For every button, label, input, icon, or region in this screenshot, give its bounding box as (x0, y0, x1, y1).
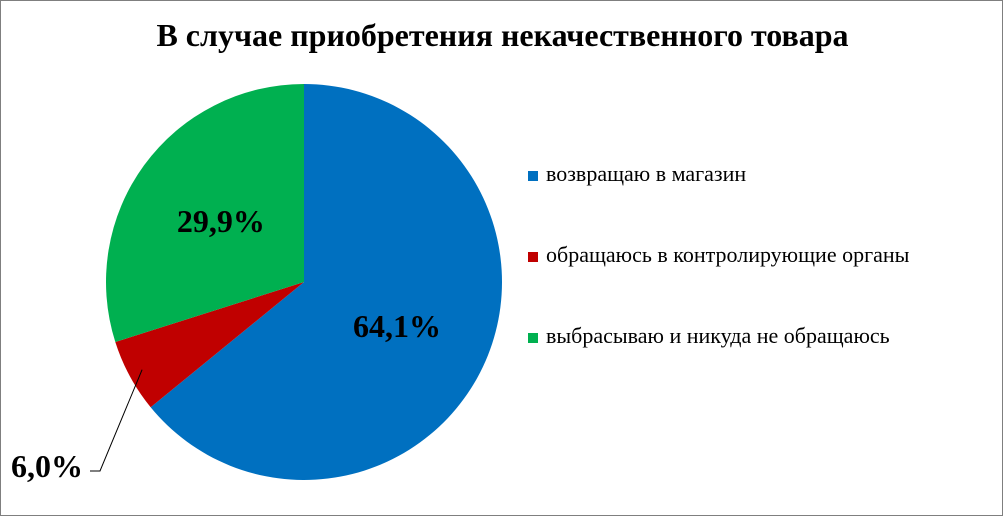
pie-slice (106, 84, 304, 343)
slice-data-label: 29,9% (177, 203, 265, 239)
pie-slice (150, 84, 503, 481)
legend-swatch-green (528, 333, 538, 343)
legend-swatch-blue (528, 171, 538, 181)
slice-data-label: 64,1% (353, 308, 441, 344)
legend-swatch-red (528, 252, 538, 262)
slice-data-label: 6,0% (11, 448, 83, 484)
legend-label: выбрасываю и никуда не обращаюсь (546, 323, 890, 348)
pie-slice (115, 282, 304, 408)
legend-item: возвращаю в магазин (528, 161, 998, 187)
legend-label: обращаюсь в контролирующие органы (546, 242, 910, 267)
legend-item: обращаюсь в контролирующие органы (528, 242, 998, 268)
legend: возвращаю в магазин обращаюсь в контроли… (528, 161, 998, 404)
leader-line (90, 369, 143, 472)
chart-title: В случае приобретения некачественного то… (156, 17, 849, 53)
legend-item: выбрасываю и никуда не обращаюсь (528, 323, 998, 349)
legend-label: возвращаю в магазин (546, 161, 747, 186)
